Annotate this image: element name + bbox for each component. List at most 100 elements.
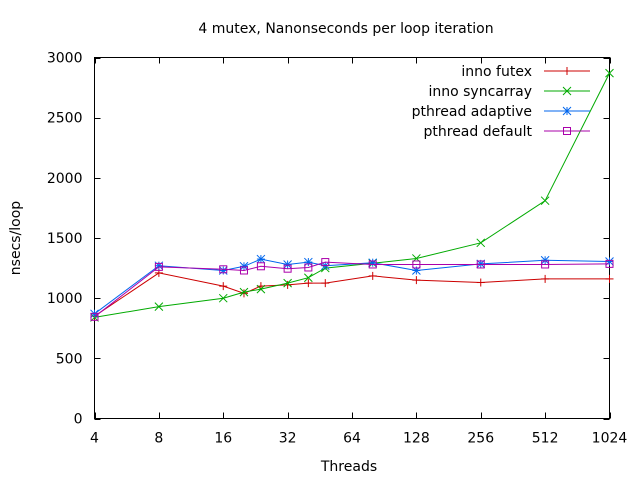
data-point: [283, 280, 292, 289]
marker-stroke: [563, 127, 571, 135]
marker-stroke: [303, 257, 313, 267]
marker-stroke: [219, 265, 228, 274]
x-tick-label: 1024: [592, 431, 628, 447]
data-point: [218, 293, 228, 303]
data-point: [283, 278, 292, 288]
legend-label: inno futex: [461, 64, 532, 80]
data-point: [256, 254, 266, 264]
legend-label: pthread default: [424, 124, 533, 140]
marker-stroke: [304, 263, 313, 272]
data-point: [412, 276, 421, 285]
data-point: [256, 284, 266, 294]
y-tick-label: 3000: [47, 51, 83, 67]
legend-label: inno syncarray: [428, 84, 532, 100]
data-point: [540, 255, 550, 265]
marker-stroke: [368, 258, 378, 268]
marker-stroke: [256, 254, 266, 264]
data-point: [154, 302, 164, 311]
series-group: [90, 68, 614, 322]
marker-stroke: [154, 262, 163, 271]
marker-stroke: [283, 278, 292, 288]
marker-stroke: [256, 262, 265, 271]
marker-stroke: [239, 287, 249, 297]
data-point: [476, 260, 485, 269]
marker-stroke: [412, 260, 421, 269]
data-point: [368, 260, 377, 269]
y-tick-label: 2000: [47, 171, 83, 187]
marker-stroke: [562, 106, 572, 116]
x-tick-label: 32: [279, 431, 297, 447]
data-point: [562, 86, 572, 96]
data-point: [239, 261, 249, 271]
data-point: [368, 258, 378, 268]
x-axis-label: Threads: [320, 459, 377, 475]
y-tick-label: 2500: [47, 111, 83, 127]
data-point: [562, 106, 572, 116]
data-point: [541, 274, 550, 283]
y-axis-label: nsecs/loop: [8, 201, 24, 276]
data-point: [605, 274, 614, 283]
marker-stroke: [368, 260, 377, 269]
x-tick-label: 8: [154, 431, 163, 447]
marker-stroke: [321, 258, 330, 267]
axis-ticks: 4 8 16 32 64 128 256 512 1024 0 500 1000 1500 2000 250…: [47, 51, 628, 447]
x-tick-label: 4: [90, 431, 99, 447]
data-point: [256, 262, 265, 271]
legend: inno futex inno syncarray pthread adaptive…: [412, 64, 590, 140]
y-tick-label: 0: [74, 412, 83, 428]
data-point: [303, 257, 313, 267]
x-tick-label: 64: [343, 431, 361, 447]
y-tick-label: 500: [56, 351, 83, 367]
marker-stroke: [541, 260, 550, 269]
data-point: [303, 273, 313, 283]
data-point: [412, 260, 421, 269]
data-point: [239, 266, 248, 275]
x-tick-label: 256: [467, 431, 494, 447]
x-tick-label: 16: [214, 431, 232, 447]
y-tick-label: 1500: [47, 231, 83, 247]
data-point: [218, 266, 228, 275]
data-point: [605, 259, 614, 268]
marker-stroke: [239, 266, 248, 275]
marker-stroke: [218, 293, 228, 303]
marker-stroke: [476, 238, 486, 248]
x-tick-label: 512: [532, 431, 559, 447]
data-point: [283, 260, 292, 269]
y-tick-label: 1000: [47, 291, 83, 307]
marker-stroke: [90, 312, 99, 321]
marker-stroke: [239, 261, 249, 271]
marker-stroke: [283, 260, 292, 269]
data-point: [321, 279, 330, 288]
data-point: [321, 258, 330, 267]
marker-stroke: [605, 68, 614, 78]
data-point: [476, 278, 485, 287]
legend-label: pthread adaptive: [412, 104, 532, 120]
marker-stroke: [283, 264, 292, 273]
data-point: [304, 279, 313, 288]
series-line: [94, 272, 610, 317]
data-point: [563, 127, 571, 135]
data-point: [541, 260, 550, 269]
data-point: [239, 287, 249, 297]
plot-frame: [94, 57, 610, 419]
data-point: [540, 196, 550, 206]
data-point: [154, 262, 163, 271]
marker-stroke: [605, 259, 614, 268]
marker-stroke: [476, 260, 485, 269]
data-point: [563, 67, 571, 75]
data-point: [368, 271, 377, 280]
marker-stroke: [540, 255, 550, 265]
data-point: [283, 264, 292, 273]
marker-stroke: [256, 284, 266, 294]
chart-title: 4 mutex, Nanonseconds per loop iteration: [198, 21, 493, 37]
series-line: [94, 72, 610, 318]
data-point: [219, 282, 228, 291]
marker-stroke: [303, 273, 313, 283]
marker-stroke: [540, 196, 550, 206]
x-tick-label: 128: [403, 431, 430, 447]
data-point: [476, 238, 486, 248]
data-point: [90, 312, 99, 321]
marker-stroke: [562, 86, 572, 96]
marker-stroke: [154, 302, 164, 311]
